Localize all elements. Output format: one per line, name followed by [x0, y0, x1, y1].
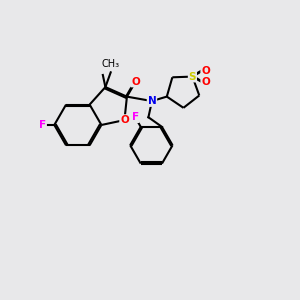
Text: N: N [148, 96, 156, 106]
Text: CH₃: CH₃ [102, 59, 120, 69]
Text: F: F [39, 120, 46, 130]
Text: O: O [131, 76, 140, 86]
Text: O: O [120, 115, 129, 125]
Text: S: S [189, 72, 196, 82]
Text: F: F [132, 112, 139, 122]
Text: O: O [201, 77, 210, 88]
Text: O: O [201, 66, 210, 76]
